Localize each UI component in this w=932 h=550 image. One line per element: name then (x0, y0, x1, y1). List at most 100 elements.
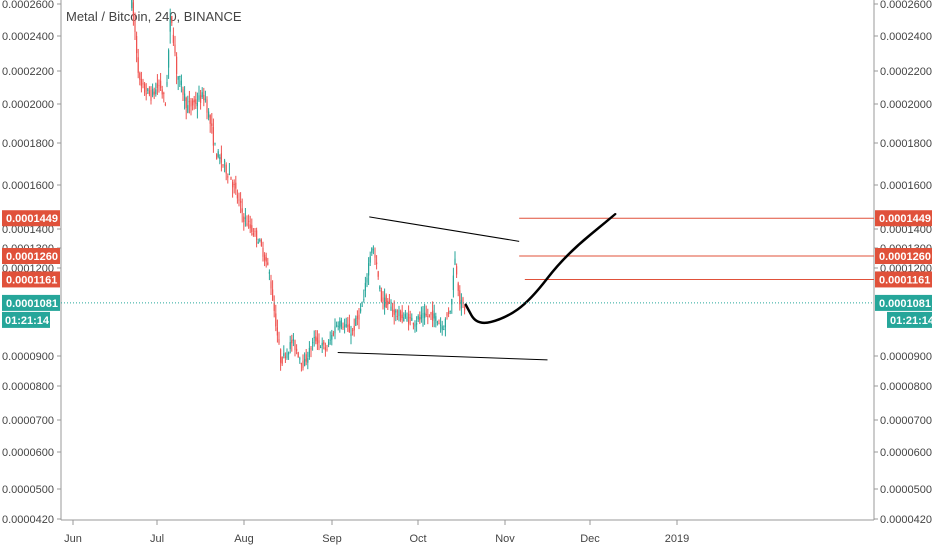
candle-body (350, 333, 352, 337)
candle-body (400, 311, 402, 321)
candle-body (180, 80, 182, 85)
candle-body (387, 300, 389, 305)
candle-body (393, 309, 395, 315)
y-tick-label: 0.0000600 (2, 447, 54, 459)
candle-body (457, 283, 459, 291)
x-tick-label: Jul (150, 533, 164, 545)
candle-body (371, 247, 373, 253)
candle-body (321, 342, 323, 346)
candle-body (158, 85, 160, 87)
candle-body (433, 313, 435, 319)
candle-body (329, 339, 331, 341)
trendline[interactable] (369, 216, 520, 242)
candle-body (430, 312, 432, 315)
candle-body (174, 44, 176, 54)
candle-body (236, 194, 238, 199)
candle-body (238, 199, 240, 201)
candle-body (288, 352, 290, 355)
y-tick-label: 0.0000600 (880, 447, 932, 459)
y-tick-label: 0.0000420 (2, 514, 54, 526)
candle-body (441, 326, 443, 330)
x-tick-label: Dec (580, 533, 600, 545)
y-tick-label: 0.0002400 (2, 31, 54, 43)
candle-body (219, 157, 221, 160)
chart-title: Metal / Bitcoin, 240, BINANCE (66, 9, 242, 24)
candle-body (211, 123, 213, 126)
candle-body (363, 299, 365, 301)
price-tag-label: 0.0001081 (879, 298, 931, 310)
trendline[interactable] (337, 351, 548, 361)
candle-body (168, 50, 170, 68)
y-tick-label: 0.0001800 (2, 138, 54, 150)
candle-body (398, 310, 400, 317)
candle-body (408, 314, 410, 324)
candle-body (297, 352, 299, 358)
candle-body (153, 91, 155, 95)
candle-body (185, 97, 187, 108)
candle-body (382, 297, 384, 302)
candle-body (225, 164, 227, 174)
y-tick-label: 0.0002000 (2, 99, 54, 111)
candle-body (340, 320, 342, 327)
price-tag-label: 0.0001449 (879, 213, 931, 225)
candle-body (248, 220, 250, 222)
candle-body (196, 102, 198, 107)
candle-body (379, 286, 381, 290)
y-tick-label: 0.0000500 (2, 484, 54, 496)
candle-body (283, 353, 285, 357)
projection-curve[interactable] (464, 213, 617, 325)
candle-body (200, 95, 202, 103)
candle-body (364, 282, 366, 291)
candle-body (355, 318, 357, 326)
candle-body (459, 290, 461, 305)
price-tag-label: 0.0001260 (6, 251, 58, 263)
candle-body (451, 299, 453, 305)
candle-body (214, 143, 216, 145)
candle-body (256, 230, 258, 240)
candle-body (257, 241, 259, 244)
candle-body (316, 337, 318, 345)
y-tick-label: 0.0000800 (880, 381, 932, 393)
candle-body (300, 362, 302, 365)
candle-body (260, 239, 262, 246)
candle-body (409, 317, 411, 319)
y-tick-label: 0.0001400 (2, 224, 54, 236)
candle-body (204, 98, 206, 100)
candle-body (452, 275, 454, 291)
time-axis[interactable]: Jun Jul Aug Sep Oct Nov Dec 2019 (64, 520, 689, 545)
candle-body (348, 323, 350, 333)
candle-body (265, 257, 267, 262)
price-tag (875, 294, 932, 311)
candle-body (456, 266, 458, 275)
candle-body (401, 314, 403, 319)
candle-body (318, 340, 320, 343)
candle-body (404, 314, 406, 317)
candle-body (216, 154, 218, 160)
price-tag-label: 0.0001161 (6, 274, 57, 286)
y-tick-label: 0.0002200 (2, 66, 54, 78)
candle-body (440, 324, 442, 326)
candle-body (190, 100, 192, 107)
y-tick-label: 0.0002000 (880, 99, 932, 111)
candle-body (419, 317, 421, 321)
candle-body (251, 225, 253, 233)
y-tick-label: 0.0000900 (880, 351, 932, 363)
candle-body (385, 295, 387, 308)
candle-body (427, 316, 429, 318)
candle-body (323, 341, 325, 345)
candle-body (192, 100, 194, 106)
countdown-tag (887, 311, 932, 328)
candle-body (134, 20, 136, 32)
candle-body (155, 89, 157, 95)
candle-body (352, 330, 354, 332)
candle-body (195, 99, 197, 104)
candle-body (358, 314, 360, 320)
candle-body (424, 312, 426, 319)
candle-body (344, 325, 346, 327)
candle-body (294, 340, 296, 351)
candle-body (275, 313, 277, 327)
candle-body (353, 326, 355, 331)
candle-body (166, 81, 168, 86)
candle-body (366, 277, 368, 283)
